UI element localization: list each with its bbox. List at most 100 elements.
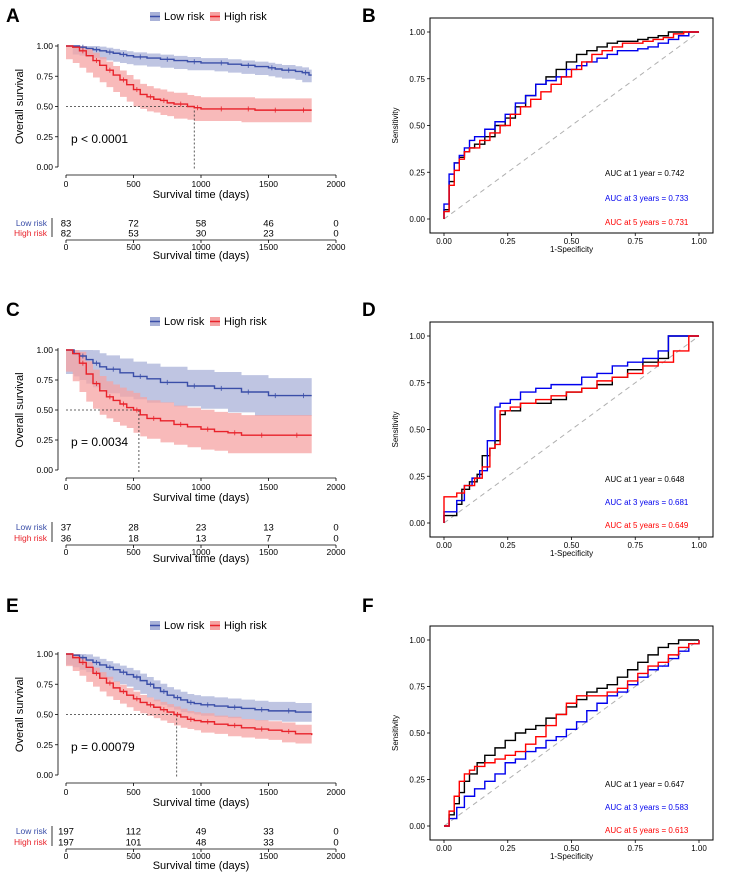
risk-count-high: 0 <box>333 534 338 545</box>
x-tick-label: 1.00 <box>691 844 707 853</box>
panel-label: D <box>362 300 376 321</box>
legend-label-high: High risk <box>224 11 267 23</box>
y-tick-label: 0.75 <box>409 75 425 84</box>
legend-label-low: Low risk <box>164 11 205 23</box>
risk-label-low: Low risk <box>16 218 48 228</box>
risk-x-tick-label: 0 <box>64 851 69 861</box>
risk-label-high: High risk <box>14 837 48 847</box>
risk-x-tick-label: 1500 <box>259 547 278 557</box>
risk-label-high: High risk <box>14 228 48 238</box>
x-axis-title: Survival time (days) <box>153 492 250 504</box>
panel-label: B <box>362 6 376 27</box>
risk-count-high: 33 <box>263 838 274 849</box>
risk-x-axis-title: Survival time (days) <box>153 553 250 565</box>
km-curve-high <box>66 349 312 436</box>
risk-x-tick-label: 2000 <box>327 242 346 252</box>
auc-label: AUC at 1 year = 0.648 <box>605 475 685 484</box>
panel-b: B 0.00 0.00 0.25 0.25 0.50 0.50 0.75 0.75 1.00 1.0… <box>362 6 714 254</box>
y-tick-label: 0.50 <box>409 122 425 131</box>
risk-count-high: 7 <box>266 534 271 545</box>
risk-x-axis-title: Survival time (days) <box>153 250 250 262</box>
y-tick-label: 0.50 <box>36 102 53 112</box>
km-curve-low <box>66 653 312 713</box>
auc-label: AUC at 5 years = 0.649 <box>605 521 689 530</box>
roc-curve-5-years <box>443 335 699 523</box>
p-value: p = 0.00079 <box>71 740 135 754</box>
risk-count-low: 72 <box>128 219 139 230</box>
x-tick-label: 0.25 <box>500 237 516 246</box>
km-curve-low <box>66 45 312 76</box>
x-tick-label: 1.00 <box>691 541 707 550</box>
risk-count-low: 13 <box>263 523 274 534</box>
risk-count-high: 101 <box>126 838 142 849</box>
y-tick-label: 0.75 <box>409 683 425 692</box>
x-tick-label: 0 <box>64 482 69 492</box>
risk-x-tick-label: 1000 <box>192 547 211 557</box>
auc-label: AUC at 1 year = 0.647 <box>605 780 685 789</box>
y-axis-title: Sensitivity <box>391 107 400 143</box>
risk-count-low: 197 <box>58 827 74 838</box>
y-tick-label: 0.50 <box>36 405 53 415</box>
y-tick-label: 1.00 <box>409 332 425 341</box>
y-tick-label: 1.00 <box>36 649 53 659</box>
x-axis-title: Survival time (days) <box>153 797 250 809</box>
x-tick-label: 1000 <box>192 179 211 189</box>
x-tick-label: 0.50 <box>564 237 580 246</box>
x-axis-title: 1-Specificity <box>550 852 593 861</box>
km-curve-high <box>66 653 313 736</box>
risk-x-tick-label: 1000 <box>192 242 211 252</box>
risk-count-high: 48 <box>196 838 207 849</box>
risk-x-axis-title: Survival time (days) <box>153 860 250 872</box>
risk-label-low: Low risk <box>16 522 48 532</box>
p-value: p < 0.0001 <box>71 132 128 146</box>
risk-label-low: Low risk <box>16 826 48 836</box>
panel-d: D 0.00 0.00 0.25 0.25 0.50 0.50 0.75 0.75 1.00 1.0… <box>362 300 714 558</box>
risk-count-low: 46 <box>263 219 274 230</box>
ci-band-high <box>66 350 312 454</box>
y-tick-label: 0.00 <box>36 465 53 475</box>
legend: Low risk High risk <box>150 620 267 632</box>
roc-curve-5-years <box>444 640 700 827</box>
auc-label: AUC at 5 years = 0.731 <box>605 218 689 227</box>
y-tick-label: 1.00 <box>36 345 53 355</box>
x-tick-label: 1000 <box>192 787 211 797</box>
panel-f: F 0.00 0.00 0.25 0.25 0.50 0.50 0.75 0.75 1.00 1.0… <box>362 596 714 861</box>
risk-count-high: 0 <box>333 229 338 240</box>
x-tick-label: 0.75 <box>627 237 643 246</box>
y-tick-label: 1.00 <box>409 636 425 645</box>
risk-x-tick-label: 2000 <box>327 851 346 861</box>
risk-count-high: 82 <box>61 229 72 240</box>
y-tick-label: 0.75 <box>409 379 425 388</box>
y-tick-label: 0.00 <box>36 162 53 172</box>
y-tick-label: 0.25 <box>36 132 53 142</box>
x-tick-label: 0.25 <box>500 541 516 550</box>
x-tick-label: 500 <box>126 787 140 797</box>
legend-label-low: Low risk <box>164 620 205 632</box>
risk-x-tick-label: 1500 <box>259 242 278 252</box>
x-tick-label: 1.00 <box>691 237 707 246</box>
legend: Low risk High risk <box>150 316 267 328</box>
risk-label-high: High risk <box>14 533 48 543</box>
diagonal-reference <box>443 31 700 220</box>
x-tick-label: 1500 <box>259 179 278 189</box>
y-tick-label: 0.00 <box>409 215 425 224</box>
risk-x-tick-label: 1000 <box>192 851 211 861</box>
x-tick-label: 500 <box>126 482 140 492</box>
y-tick-label: 0.25 <box>36 435 53 445</box>
roc-curve-3-years <box>444 640 700 827</box>
x-tick-label: 500 <box>126 179 140 189</box>
x-axis-title: 1-Specificity <box>550 245 593 254</box>
risk-x-tick-label: 0 <box>64 547 69 557</box>
risk-count-low: 0 <box>333 523 338 534</box>
diagonal-reference <box>443 639 700 827</box>
auc-label: AUC at 3 years = 0.681 <box>605 498 689 507</box>
panel-label: A <box>6 6 20 27</box>
x-tick-label: 1500 <box>259 482 278 492</box>
y-axis-title: Sensitivity <box>391 411 400 447</box>
legend: Low risk High risk <box>150 11 267 23</box>
auc-label: AUC at 1 year = 0.742 <box>605 169 685 178</box>
ci-band-low <box>66 654 312 722</box>
